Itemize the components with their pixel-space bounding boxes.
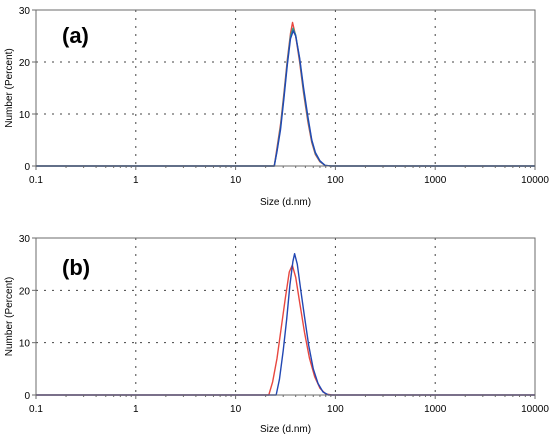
x-axis-label: Size (d.nm) — [260, 197, 311, 208]
series-line-1 — [36, 21, 535, 167]
axis-ticks: 0.1 1 10 100 1000 10000 0 10 20 30 — [19, 234, 549, 415]
y-tick-label: 10 — [19, 110, 31, 121]
axis-ticks: 0.1 1 10 100 1000 10000 0 10 20 30 — [19, 6, 549, 186]
x-tick-label: 10000 — [521, 175, 549, 186]
y-tick-label: 30 — [19, 6, 31, 17]
series-line-2 — [36, 27, 535, 167]
gridlines — [36, 238, 535, 395]
x-tick-label: 1000 — [424, 404, 447, 415]
x-tick-label: 1 — [133, 175, 139, 186]
x-tick-label: 1000 — [424, 175, 447, 186]
x-tick-label: 10000 — [521, 404, 549, 415]
y-tick-label: 10 — [19, 339, 31, 350]
series-line-3 — [36, 30, 535, 167]
y-tick-label: 30 — [19, 234, 31, 245]
y-tick-label: 20 — [19, 58, 31, 69]
plot-area-frame — [35, 9, 536, 167]
y-axis-label: Number (Percent) — [4, 48, 15, 127]
y-tick-label: 0 — [24, 162, 30, 173]
gridlines — [36, 10, 535, 166]
x-tick-label: 100 — [327, 175, 344, 186]
plot-area-frame — [35, 237, 536, 396]
x-tick-label: 1 — [133, 404, 139, 415]
x-tick-label: 100 — [327, 404, 344, 415]
x-tick-label: 0.1 — [29, 404, 43, 415]
x-axis-label: Size (d.nm) — [260, 424, 311, 435]
panel-a: 0.1 1 10 100 1000 10000 0 10 20 30 (a) Size (d.nm… — [4, 6, 549, 208]
x-tick-label: 10 — [230, 404, 242, 415]
series-layer — [36, 21, 535, 167]
x-tick-label: 0.1 — [29, 175, 43, 186]
y-tick-label: 20 — [19, 286, 31, 297]
y-tick-label: 0 — [24, 391, 30, 402]
panel-b: 0.1 1 10 100 1000 10000 0 10 20 30 (b) Size (d.nm… — [4, 234, 549, 435]
y-axis-label: Number (Percent) — [4, 277, 15, 356]
panel-label: (a) — [62, 23, 89, 48]
series-line-2 — [36, 253, 535, 396]
x-tick-label: 10 — [230, 175, 242, 186]
panel-label: (b) — [62, 255, 90, 280]
series-layer — [36, 253, 535, 396]
